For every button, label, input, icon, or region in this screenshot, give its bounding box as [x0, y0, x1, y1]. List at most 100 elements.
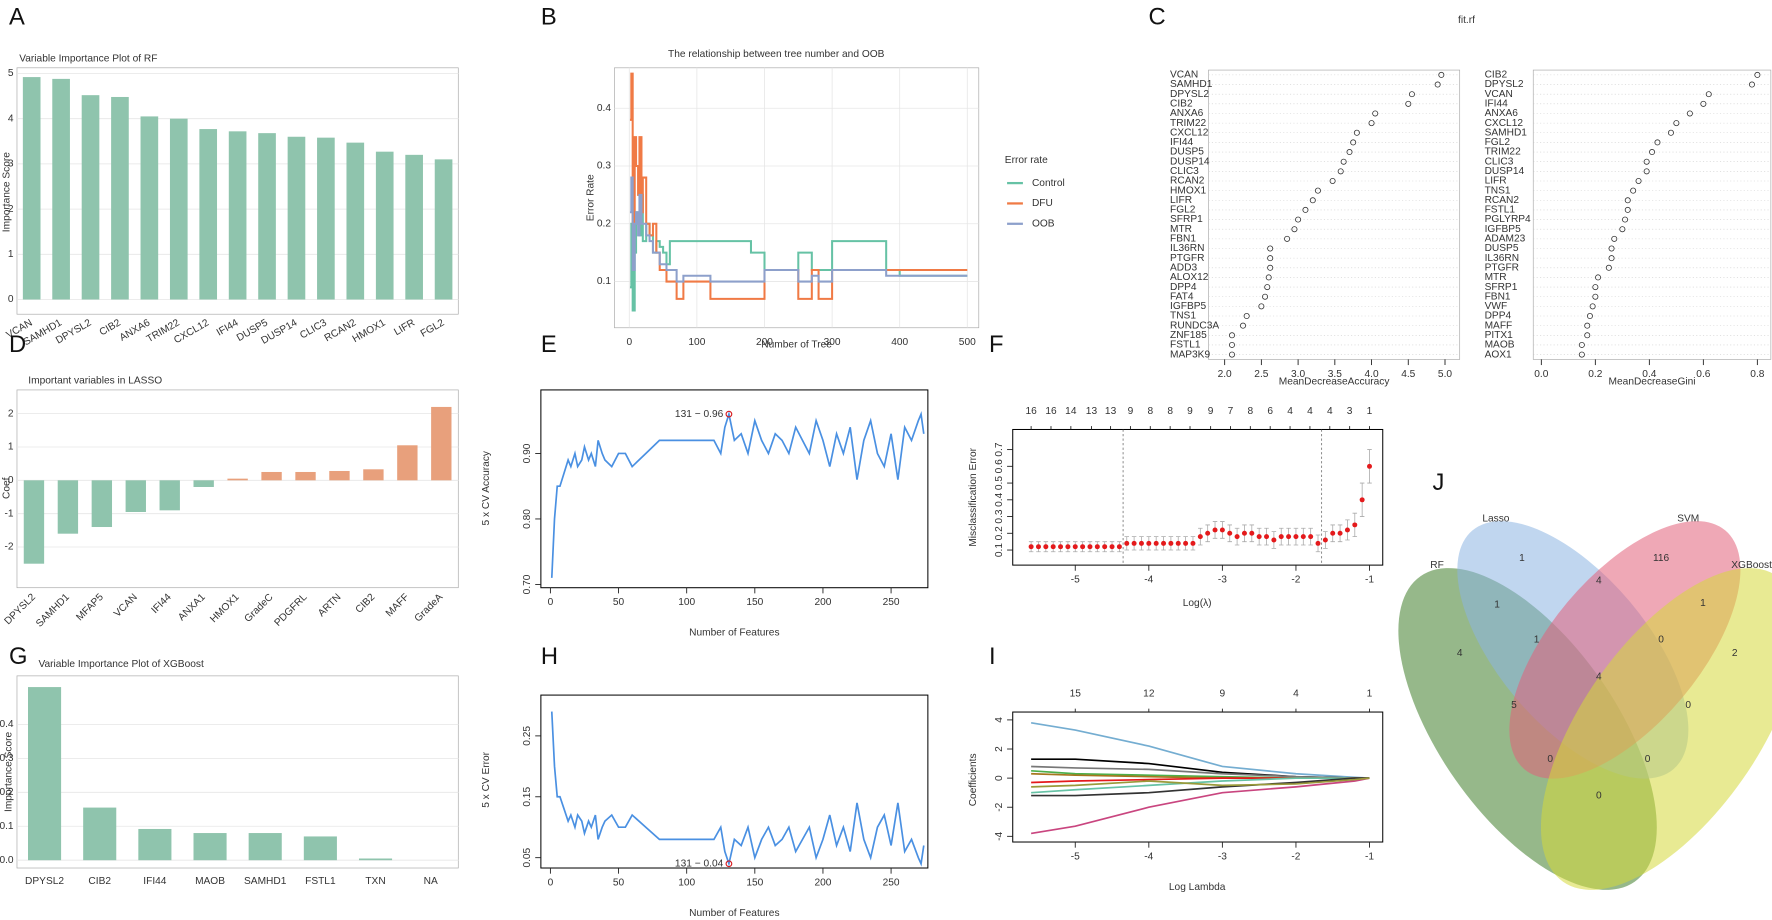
point [1293, 534, 1299, 540]
point [1065, 544, 1071, 550]
bar [22, 77, 41, 300]
x-tick-label: 4.5 [1401, 369, 1415, 380]
x-tick-label: 500 [959, 337, 976, 348]
point [1278, 534, 1284, 540]
bar [28, 687, 62, 861]
category-label: ADAM23 [1485, 234, 1526, 245]
x-tick-label: 0 [548, 877, 554, 888]
panel-label: B [541, 4, 557, 30]
y-tick-label: 0.05 [522, 847, 533, 867]
dot [1643, 158, 1650, 165]
dot [1584, 322, 1591, 329]
point [1183, 540, 1189, 546]
panel-label: J [1433, 470, 1445, 496]
point [1315, 540, 1321, 546]
y-axis-label: Coef [1, 477, 12, 499]
dot [1408, 91, 1415, 98]
x-tick-label: 5.0 [1438, 369, 1452, 380]
top-tick-label: 12 [1143, 689, 1155, 700]
point [1344, 527, 1350, 533]
category-label: CLIC3 [1170, 166, 1199, 177]
venn-count: 0 [1685, 700, 1691, 711]
y-tick-label: 0.1 [0, 821, 14, 832]
venn-count: 1 [1534, 634, 1540, 645]
top-tick-label: 4 [1327, 406, 1333, 417]
dot [1243, 313, 1250, 320]
category-label: DUSP14 [1170, 156, 1210, 167]
dot [1368, 120, 1375, 127]
bar [193, 833, 227, 861]
bar [397, 445, 418, 481]
venn-set-name: RF [1430, 560, 1444, 571]
x-axis-label: Log Lambda [1169, 882, 1226, 893]
top-tick-label: 13 [1105, 406, 1117, 417]
top-tick-label: 15 [1070, 689, 1082, 700]
dot [1673, 120, 1680, 127]
x-tick-label: -1 [1365, 851, 1374, 862]
category-label: DUSP5 [1485, 243, 1519, 254]
y-tick-label: -2 [994, 802, 1005, 811]
y-axis-label: Misclassification Error [968, 447, 979, 546]
bar [405, 154, 423, 300]
y-tick-label: 1 [8, 442, 14, 453]
y-tick-label: -1 [5, 508, 14, 519]
x-tick-label: -5 [1071, 574, 1080, 585]
category-label: MAOB [1485, 340, 1515, 351]
x-tick-label: -4 [1144, 574, 1153, 585]
dot [1667, 129, 1674, 136]
x-tick-label: SAMHD1 [244, 876, 287, 887]
category-label: SAMHD1 [1485, 127, 1528, 138]
y-tick-label: 0 [8, 475, 14, 486]
bar [227, 478, 248, 481]
point [1322, 537, 1328, 543]
dot [1635, 177, 1642, 184]
x-tick-label: 200 [756, 337, 773, 348]
category-label: IL36RN [1170, 243, 1204, 254]
venn-count: 0 [1596, 790, 1602, 801]
panel-label: G [9, 644, 27, 670]
venn-count: 0 [1645, 754, 1651, 765]
x-tick-label: 50 [613, 597, 625, 608]
dot [1350, 139, 1357, 146]
category-label: SFRP1 [1170, 214, 1203, 225]
point [1367, 463, 1372, 469]
dot [1748, 81, 1755, 88]
category-label: FBN1 [1170, 234, 1196, 245]
legend-label: Control [1032, 178, 1065, 189]
category-label: VCAN [1485, 89, 1513, 100]
dot [1228, 351, 1235, 358]
highlight-label: 131 − 0.04 [675, 858, 724, 869]
x-tick-label: 100 [678, 597, 695, 608]
x-tick-label: 0 [626, 337, 632, 348]
bar [248, 833, 282, 861]
category-label: CXCL12 [1170, 127, 1209, 138]
bar [138, 828, 172, 861]
dot [1262, 293, 1269, 300]
bar [169, 118, 188, 300]
bar [228, 131, 247, 300]
bar [287, 136, 306, 300]
top-tick-label: 16 [1025, 406, 1037, 417]
category-label: DPYSL2 [1170, 89, 1209, 100]
legend-label: OOB [1032, 218, 1055, 229]
point [1264, 534, 1270, 540]
top-tick-label: 8 [1147, 406, 1153, 417]
y-tick-label: 0 [994, 775, 1005, 781]
venn-set [1540, 568, 1772, 890]
x-tick-label: 100 [678, 877, 695, 888]
bar [199, 129, 218, 300]
x-axis-label: Number of Features [689, 628, 779, 639]
point [1058, 544, 1064, 550]
x-tick-label: 100 [688, 337, 705, 348]
category-label: FSTL1 [1485, 205, 1516, 216]
point [1161, 540, 1167, 546]
bar [317, 137, 335, 300]
category-label: ADD3 [1170, 262, 1197, 273]
bar [303, 836, 337, 861]
venn-count: 0 [1547, 754, 1553, 765]
x-tick-label: 250 [883, 877, 900, 888]
venn-count: 1 [1700, 598, 1706, 609]
bar [111, 96, 129, 300]
x-tick-label: 0 [548, 597, 554, 608]
top-tick-label: 7 [1228, 406, 1234, 417]
